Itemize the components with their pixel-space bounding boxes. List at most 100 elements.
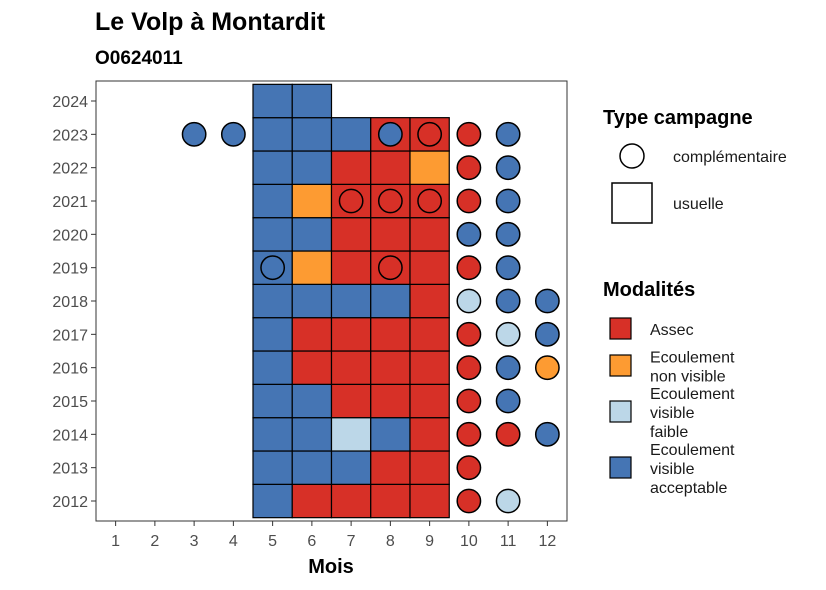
legend-label-line: visible	[650, 461, 695, 478]
legend-label-complementaire: complémentaire	[673, 149, 787, 166]
tile-2012-9	[409, 483, 450, 519]
point-2023-10	[456, 121, 482, 147]
tile-2017-9	[409, 317, 450, 352]
legend-label-line: acceptable	[650, 480, 727, 497]
legend-label-line: non visible	[650, 369, 726, 386]
legend-label-usuelle: usuelle	[673, 196, 724, 213]
tile-2021-5	[252, 183, 293, 219]
point-2012-11	[495, 488, 521, 514]
point-2020-11	[495, 221, 521, 247]
tile-2013-5	[252, 450, 293, 485]
tile-2012-5	[252, 483, 293, 519]
x-tick-label-3: 3	[190, 533, 199, 550]
tile-2023-6	[291, 117, 333, 152]
tile-2012-6	[291, 483, 333, 519]
y-tick-label-2017: 2017	[52, 327, 88, 344]
legend-label-ecoulement-visible-acceptable: Ecoulement visible acceptable	[650, 442, 735, 497]
tile-2016-8	[370, 350, 411, 385]
y-tick-label-2023: 2023	[52, 127, 88, 144]
tile-2020-6	[291, 217, 333, 252]
point-2019-11	[495, 255, 521, 281]
tile-2016-7	[330, 350, 372, 385]
point-2016-11	[495, 355, 521, 381]
tile-2017-7	[330, 317, 372, 352]
tile-2020-5	[252, 217, 293, 252]
tile-2015-7	[330, 383, 372, 419]
tile-2019-7	[330, 250, 372, 285]
point-2016-10	[456, 355, 482, 381]
legend-label-line: Ecoulement	[650, 350, 735, 367]
point-2020-10	[456, 221, 482, 247]
tile-2012-8	[370, 483, 411, 519]
legend-key-complementaire	[619, 143, 645, 169]
x-tick-label-12: 12	[538, 533, 556, 550]
point-2014-10	[456, 421, 482, 447]
legend-swatch-ecoulement-visible-faible	[609, 400, 632, 423]
tile-2019-9	[409, 250, 450, 285]
point-2021-8	[377, 188, 403, 214]
tile-2013-9	[409, 450, 450, 485]
legend-swatch-assec	[609, 317, 632, 340]
point-2018-10	[456, 288, 482, 314]
y-tick-label-2013: 2013	[52, 461, 88, 478]
y-tick-label-2019: 2019	[52, 261, 88, 278]
point-2023-4	[220, 121, 246, 147]
point-2019-8	[377, 255, 403, 281]
tile-2020-9	[409, 217, 450, 252]
point-2017-11	[495, 321, 521, 347]
tile-2017-8	[370, 317, 411, 352]
tile-2012-7	[330, 483, 372, 519]
tile-2014-8	[370, 417, 411, 452]
tile-2018-9	[409, 283, 450, 319]
legend-label-line: visible	[650, 405, 695, 422]
y-tick-label-2016: 2016	[52, 361, 88, 378]
tile-2016-9	[409, 350, 450, 385]
x-tick-label-2: 2	[150, 533, 159, 550]
tile-2022-7	[330, 150, 372, 185]
legend-label-line: Ecoulement	[650, 386, 735, 403]
point-2021-10	[456, 188, 482, 214]
y-tick-label-2021: 2021	[52, 194, 88, 211]
x-tick-label-5: 5	[268, 533, 277, 550]
tile-2020-8	[370, 217, 411, 252]
tile-2015-6	[291, 383, 333, 419]
point-2021-7	[338, 188, 364, 214]
x-tick-label-1: 1	[111, 533, 120, 550]
tile-2013-7	[330, 450, 372, 485]
x-tick-label-6: 6	[307, 533, 316, 550]
tile-2015-8	[370, 383, 411, 419]
x-tick-label-4: 4	[229, 533, 238, 550]
point-2021-9	[417, 188, 443, 214]
point-2015-10	[456, 388, 482, 414]
point-2013-10	[456, 455, 482, 481]
tile-2014-6	[291, 417, 333, 452]
x-tick-label-9: 9	[425, 533, 434, 550]
tile-2017-5	[252, 317, 293, 352]
point-2017-12	[534, 321, 560, 347]
point-2021-11	[495, 188, 521, 214]
legend-label-line: Ecoulement	[650, 442, 735, 459]
point-2016-12	[534, 355, 560, 381]
y-tick-label-2012: 2012	[52, 494, 88, 511]
tile-2016-6	[291, 350, 333, 385]
x-tick-label-11: 11	[500, 533, 517, 550]
y-tick-label-2014: 2014	[52, 427, 88, 444]
legend-type-title: Type campagne	[603, 107, 753, 129]
point-2022-11	[495, 155, 521, 181]
x-tick-label-8: 8	[386, 533, 395, 550]
point-2022-10	[456, 155, 482, 181]
x-tick-label-7: 7	[347, 533, 356, 550]
tile-2017-6	[291, 317, 333, 352]
point-2019-5	[260, 255, 286, 281]
legend-label-ecoulement-non-visible: Ecoulement non visible	[650, 350, 735, 386]
legend-modalites-title: Modalités	[603, 279, 695, 301]
tile-2015-5	[252, 383, 293, 419]
point-2015-11	[495, 388, 521, 414]
tile-2013-8	[370, 450, 411, 485]
tile-2014-7	[330, 417, 372, 452]
tile-2024-5	[252, 83, 293, 119]
chart-subtitle: O0624011	[95, 48, 183, 69]
tile-2019-6	[291, 250, 333, 285]
point-2018-12	[534, 288, 560, 314]
